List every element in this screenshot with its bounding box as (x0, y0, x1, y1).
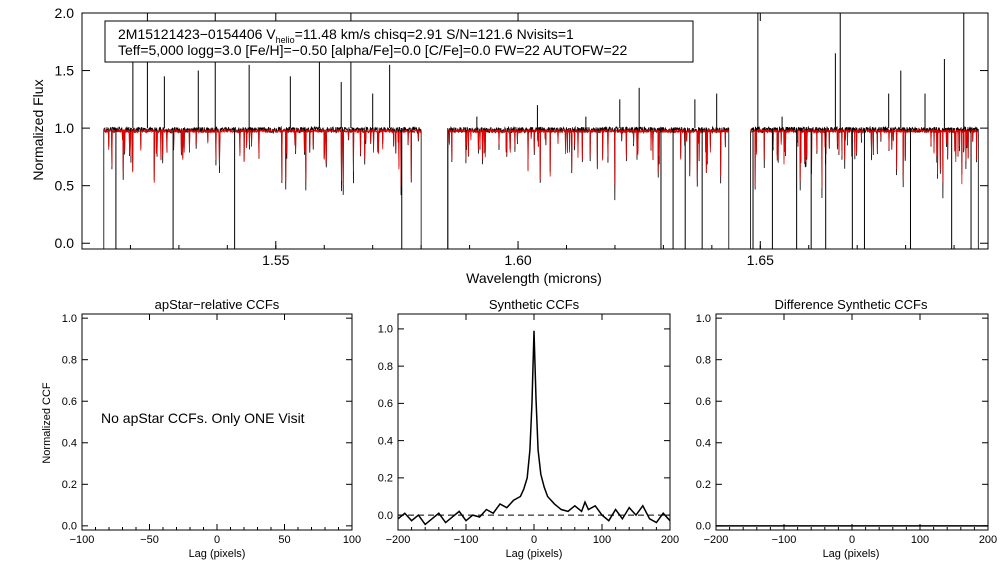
ap-y-tick-label-3: 0.6 (62, 396, 77, 408)
spectrum-plot-frame (81, 12, 989, 250)
df-y-tick-label-0: 0.0 (696, 521, 711, 533)
df-y-tick-label-2: 0.4 (696, 438, 711, 450)
sy-x-tick-label-2: 0 (531, 534, 537, 546)
spectrum-ticks: 1.55 1.60 1.65 0.0 0.5 1.0 1.5 2.0 (55, 5, 988, 268)
sy-x-tick-label-3: 100 (593, 534, 611, 546)
apstar-ccf-panel: −100 −50 0 50 100 0.0 0.2 0.4 0.6 0.8 1.0 apStar−r… (41, 297, 361, 560)
annotation-star-id: 2M15121423−0154406 V (118, 26, 276, 42)
sy-x-tick-label-0: −200 (386, 534, 411, 546)
ap-x-tick-label-0: −100 (70, 534, 95, 546)
df-x-tick-label-2: 0 (849, 534, 855, 546)
df-x-tick-label-4: 200 (979, 534, 997, 546)
apstar-ccf-message: No apStar CCFs. Only ONE Visit (101, 410, 305, 426)
df-x-tick-label-3: 100 (911, 534, 929, 546)
annotation-stats: =11.48 km/s chisq=2.91 S/N=121.6 Nvisits… (295, 26, 574, 42)
apstar-ccf-ticks: −100 −50 0 50 100 0.0 0.2 0.4 0.6 0.8 1.0 (62, 313, 361, 546)
synthetic-ccf-x-axis-label: Lag (pixels) (506, 548, 563, 560)
df-y-tick-label-3: 0.6 (696, 396, 711, 408)
df-y-tick-label-4: 0.8 (696, 355, 711, 367)
sp-y-tick-label-3: 1.5 (55, 62, 75, 78)
synthetic-ccf-ticks: −200 −100 0 100 200 0.0 0.2 0.4 0.6 0.8 1.0 (378, 314, 679, 546)
ap-y-tick-label-0: 0.0 (62, 521, 77, 533)
spectrum-y-axis-label: Normalized Flux (30, 79, 46, 180)
sy-y-tick-label-5: 1.0 (378, 324, 393, 336)
ap-y-tick-label-2: 0.4 (62, 438, 77, 450)
spectrum-synthetic-chip-0 (103, 128, 422, 187)
spectrum-panel: 1.55 1.60 1.65 0.0 0.5 1.0 1.5 2.0 Wavelength (… (30, 5, 989, 286)
sy-x-tick-label-1: −100 (454, 534, 479, 546)
spectrum-series (103, 13, 979, 250)
df-x-tick-label-1: −100 (772, 534, 797, 546)
ap-x-tick-label-2: 0 (214, 534, 220, 546)
difference-ccf-x-axis-label: Lag (pixels) (823, 548, 880, 560)
ap-x-tick-label-1: −50 (140, 534, 159, 546)
difference-ccf-panel: −200 −100 0 100 200 0.0 0.2 0.4 0.6 0.8 1.0 Differ… (696, 297, 997, 560)
df-y-tick-label-5: 1.0 (696, 313, 711, 325)
difference-ccf-title: Difference Synthetic CCFs (775, 297, 928, 312)
annotation-vhelio-subscript: helio (276, 35, 295, 45)
sy-y-tick-label-2: 0.4 (378, 435, 393, 447)
sy-x-tick-label-4: 200 (661, 534, 679, 546)
sp-y-tick-label-2: 1.0 (55, 120, 75, 136)
synthetic-ccf-panel: −200 −100 0 100 200 0.0 0.2 0.4 0.6 0.8 1.0 Synthe… (378, 297, 679, 560)
sp-x-tick-label-0: 1.55 (262, 252, 289, 268)
df-x-tick-label-0: −200 (704, 534, 729, 546)
sp-y-tick-label-0: 0.0 (55, 235, 75, 251)
sy-y-tick-label-0: 0.0 (378, 510, 393, 522)
ap-x-tick-label-4: 100 (343, 534, 361, 546)
spectrum-annotation-line1: 2M15121423−0154406 Vhelio=11.48 km/s chi… (118, 26, 574, 45)
sy-y-tick-label-1: 0.2 (378, 473, 393, 485)
sy-y-tick-label-4: 0.8 (378, 361, 393, 373)
synthetic-ccf-title: Synthetic CCFs (489, 297, 580, 312)
ap-x-tick-label-3: 50 (278, 534, 290, 546)
difference-ccf-ticks: −200 −100 0 100 200 0.0 0.2 0.4 0.6 0.8 1.0 (696, 313, 997, 546)
apstar-ccf-y-axis-label: Normalized CCF (41, 382, 53, 464)
ap-y-tick-label-4: 0.8 (62, 355, 77, 367)
sp-y-tick-label-1: 0.5 (55, 178, 75, 194)
sp-x-tick-label-2: 1.65 (747, 252, 774, 268)
synthetic-ccf-series (397, 330, 671, 526)
sp-y-tick-label-4: 2.0 (55, 5, 75, 21)
spectrum-annotation-line2: Teff=5,000 logg=3.0 [Fe/H]=−0.50 [alpha/… (118, 42, 627, 58)
spectrum-x-axis-label: Wavelength (microns) (466, 270, 602, 286)
apstar-ccf-title: apStar−relative CCFs (155, 297, 280, 312)
spectrum-synthetic-chip-1 (447, 128, 729, 185)
df-y-tick-label-1: 0.2 (696, 479, 711, 491)
ap-y-tick-label-1: 0.2 (62, 479, 77, 491)
spectrum-annotation-box (104, 20, 694, 63)
synthetic-ccf-line (397, 330, 671, 526)
sp-x-tick-label-1: 1.60 (504, 252, 531, 268)
sy-y-tick-label-3: 0.6 (378, 398, 393, 410)
ap-y-tick-label-5: 1.0 (62, 313, 77, 325)
apstar-ccf-x-axis-label: Lag (pixels) (189, 548, 246, 560)
